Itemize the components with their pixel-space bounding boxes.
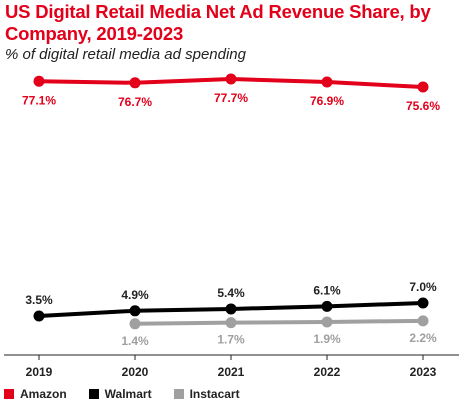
chart-subtitle: % of digital retail media ad spending (5, 46, 246, 63)
legend-item-instacart: Instacart (173, 387, 240, 401)
data-label-amazon-2019: 77.1% (22, 93, 56, 107)
data-point-instacart-2023 (417, 315, 429, 327)
chart-legend: Amazon Walmart Instacart (4, 387, 262, 401)
data-point-walmart-2023 (417, 297, 429, 309)
data-label-instacart-2022: 1.9% (313, 332, 341, 346)
x-tick-label-2019: 2019 (26, 365, 53, 379)
legend-swatch-amazon (4, 389, 14, 399)
data-label-walmart-2019: 3.5% (25, 293, 53, 307)
data-label-instacart-2021: 1.7% (217, 333, 245, 347)
data-point-instacart-2021 (225, 317, 237, 329)
data-point-instacart-2020 (129, 318, 141, 330)
data-point-amazon-2020 (129, 77, 141, 89)
data-point-walmart-2022 (321, 300, 333, 312)
data-point-instacart-2022 (321, 316, 333, 328)
x-tick-label-2020: 2020 (122, 365, 149, 379)
chart-title: US Digital Retail Media Net Ad Revenue S… (5, 1, 431, 44)
legend-label-instacart: Instacart (189, 387, 240, 401)
legend-item-walmart: Walmart (88, 387, 152, 401)
data-point-walmart-2019 (33, 310, 45, 322)
data-label-walmart-2023: 7.0% (409, 280, 437, 294)
legend-label-amazon: Amazon (20, 387, 67, 401)
legend-label-walmart: Walmart (104, 387, 152, 401)
data-point-walmart-2020 (129, 305, 141, 317)
x-tick-label-2023: 2023 (410, 365, 437, 379)
data-label-walmart-2022: 6.1% (313, 283, 341, 297)
data-label-amazon-2023: 75.6% (406, 99, 440, 113)
data-point-amazon-2023 (417, 81, 429, 93)
data-point-amazon-2019 (33, 75, 45, 87)
legend-item-amazon: Amazon (4, 387, 67, 401)
data-point-walmart-2021 (225, 303, 237, 315)
data-label-amazon-2020: 76.7% (118, 95, 152, 109)
data-point-amazon-2021 (225, 73, 237, 85)
data-point-amazon-2022 (321, 76, 333, 88)
data-label-amazon-2022: 76.9% (310, 94, 344, 108)
data-label-amazon-2021: 77.7% (214, 91, 248, 105)
data-label-instacart-2020: 1.4% (121, 334, 149, 348)
series-line-instacart (133, 318, 425, 326)
data-label-instacart-2023: 2.2% (409, 331, 437, 345)
data-label-walmart-2020: 4.9% (121, 288, 149, 302)
legend-swatch-instacart (173, 389, 184, 399)
data-label-walmart-2021: 5.4% (217, 286, 245, 300)
legend-swatch-walmart (88, 389, 99, 399)
x-tick-label-2021: 2021 (218, 365, 245, 379)
x-tick-label-2022: 2022 (314, 365, 341, 379)
